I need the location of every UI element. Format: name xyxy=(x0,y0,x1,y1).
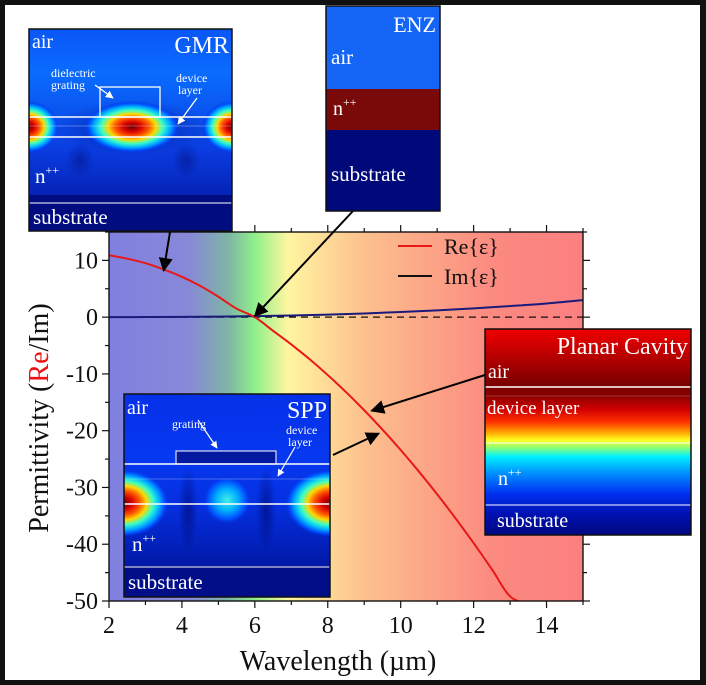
planar-n-label: n++ xyxy=(498,465,522,490)
y-tick-label: 10 xyxy=(74,248,98,274)
y-tick-label: -50 xyxy=(66,589,98,615)
spp-grating-label: grating xyxy=(172,417,206,431)
spp-field-hotspot xyxy=(285,469,330,537)
y-tick-label: -40 xyxy=(66,532,98,558)
y-tick-label: -20 xyxy=(66,419,98,445)
y-axis-label-re: Re xyxy=(24,352,55,383)
x-axis-label: Wavelength (µm) xyxy=(240,646,437,677)
annotation-arrow-planar-cavity xyxy=(370,374,486,414)
legend: Re{ε} Im{ε} xyxy=(398,234,499,289)
gmr-field-hotspot xyxy=(202,101,232,153)
planar-air-label: air xyxy=(488,361,509,383)
annotation-arrow-spp xyxy=(332,432,381,456)
y-axis-label-part: Permittivity ( xyxy=(24,383,55,533)
gmr-field-hotspot xyxy=(29,101,59,153)
inset-gmr: air GMR dielectric grating device layer … xyxy=(28,28,233,232)
spp-device-label: layer xyxy=(288,435,312,449)
x-tick-label: 12 xyxy=(462,613,486,639)
inset-spp: air SPP grating device layer n++ substra… xyxy=(123,393,331,598)
gmr-device-label: layer xyxy=(178,83,202,97)
x-tick-labels: 2 4 6 8 10 12 14 xyxy=(103,613,559,639)
gmr-air-label: air xyxy=(32,31,53,53)
annotation-arrow-gmr xyxy=(158,231,173,272)
gmr-grating-arrow xyxy=(94,84,114,99)
gmr-device-arrow xyxy=(177,97,198,125)
enz-air-label: air xyxy=(331,45,353,69)
spp-field-hotspot xyxy=(124,469,169,537)
x-tick-label: 6 xyxy=(249,613,261,639)
x-tick-label: 14 xyxy=(535,613,559,639)
series-im-epsilon-line xyxy=(109,299,583,319)
spp-device-arrow xyxy=(277,446,296,477)
gmr-n-label: n++ xyxy=(35,163,59,188)
planar-device-label: device layer xyxy=(487,398,580,419)
series-re-epsilon-line xyxy=(109,254,522,601)
y-tick-label: -30 xyxy=(66,475,98,501)
planar-substrate-label: substrate xyxy=(497,510,568,532)
planar-title: Planar Cavity xyxy=(557,334,688,360)
y-tick-label: 0 xyxy=(86,305,98,331)
enz-substrate-label: substrate xyxy=(331,162,406,186)
spp-field-hotspot xyxy=(203,476,251,524)
annotation-arrows xyxy=(158,210,486,456)
inset-enz: ENZ air n++ substrate xyxy=(325,5,441,212)
plot-area xyxy=(109,254,583,601)
spp-title: SPP xyxy=(287,398,327,424)
x-tick-label: 4 xyxy=(176,613,188,639)
y-axis-label-part: /Im) xyxy=(24,303,55,351)
spp-substrate-label: substrate xyxy=(128,570,203,594)
spp-grating-outline xyxy=(175,450,277,465)
gmr-title: GMR xyxy=(174,33,229,59)
enz-n-layer xyxy=(326,89,440,130)
gmr-substrate-region xyxy=(29,195,232,231)
spp-device-label: device xyxy=(286,423,317,437)
spp-grating-arrow xyxy=(197,419,218,449)
x-tick-label: 2 xyxy=(103,613,115,639)
gmr-device-label: device xyxy=(176,71,207,85)
enz-air-layer xyxy=(326,6,440,89)
y-tick-label: -10 xyxy=(66,362,98,388)
legend-re-label: Re{ε} xyxy=(444,234,499,259)
y-axis-label: Permittivity (Re/Im) xyxy=(24,303,55,532)
annotation-arrow-enz xyxy=(253,210,354,318)
gmr-substrate-label: substrate xyxy=(33,205,108,229)
enz-n-label: n++ xyxy=(333,95,357,120)
spp-n-label: n++ xyxy=(132,531,156,556)
enz-substrate-layer xyxy=(326,130,440,211)
y-tick-labels: 10 0 -10 -20 -30 -40 -50 xyxy=(66,248,98,615)
gmr-grating-label: grating xyxy=(51,78,85,92)
gmr-grating-label: dielectric xyxy=(51,66,96,80)
gmr-field-hotspot xyxy=(84,101,180,153)
x-tick-label: 10 xyxy=(389,613,413,639)
x-tick-label: 8 xyxy=(322,613,334,639)
enz-title: ENZ xyxy=(393,12,436,37)
inset-planar-cavity: Planar Cavity air device layer n++ subst… xyxy=(484,328,692,536)
spp-air-label: air xyxy=(127,397,148,419)
legend-im-label: Im{ε} xyxy=(444,264,499,289)
planar-background xyxy=(485,329,691,535)
